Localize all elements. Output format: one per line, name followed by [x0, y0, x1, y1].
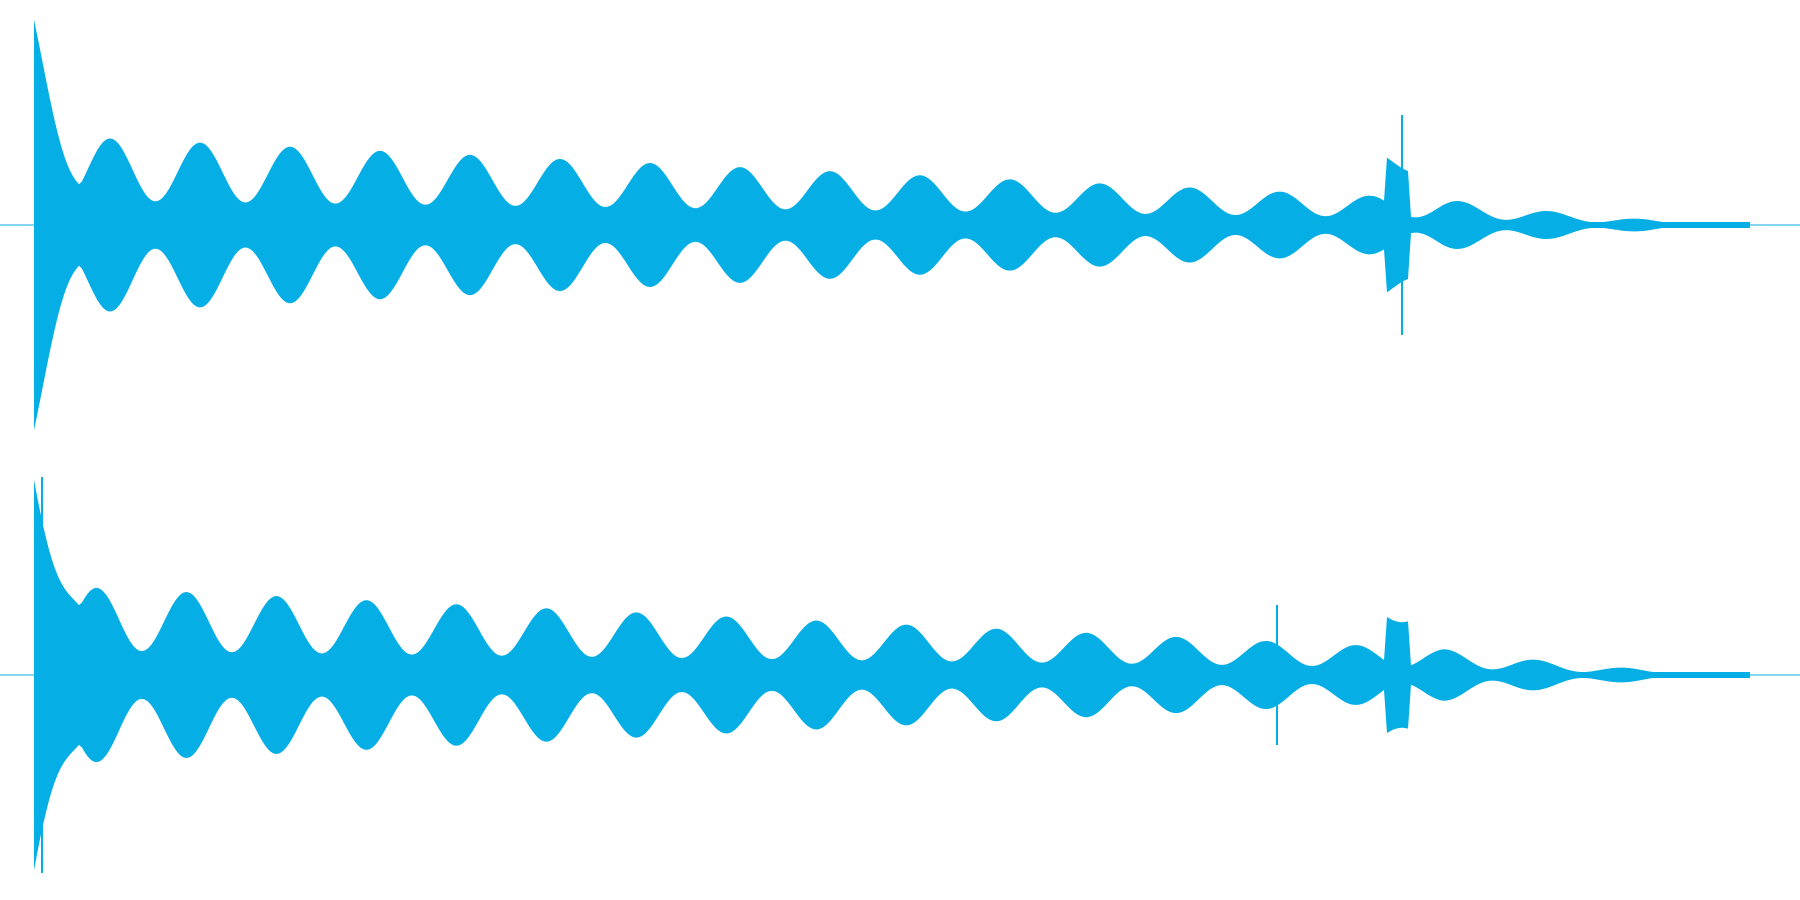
right-channel-waveform[interactable]: [0, 450, 1800, 900]
left-channel-envelope: [34, 19, 1750, 431]
left-channel-waveform[interactable]: [0, 0, 1800, 450]
left-channel-transients: [35, 40, 1745, 410]
right-channel-svg: [0, 477, 1800, 873]
left-channel-svg: [0, 19, 1800, 431]
right-channel-envelope: [34, 479, 1750, 871]
right-channel-transients: [35, 477, 1745, 873]
